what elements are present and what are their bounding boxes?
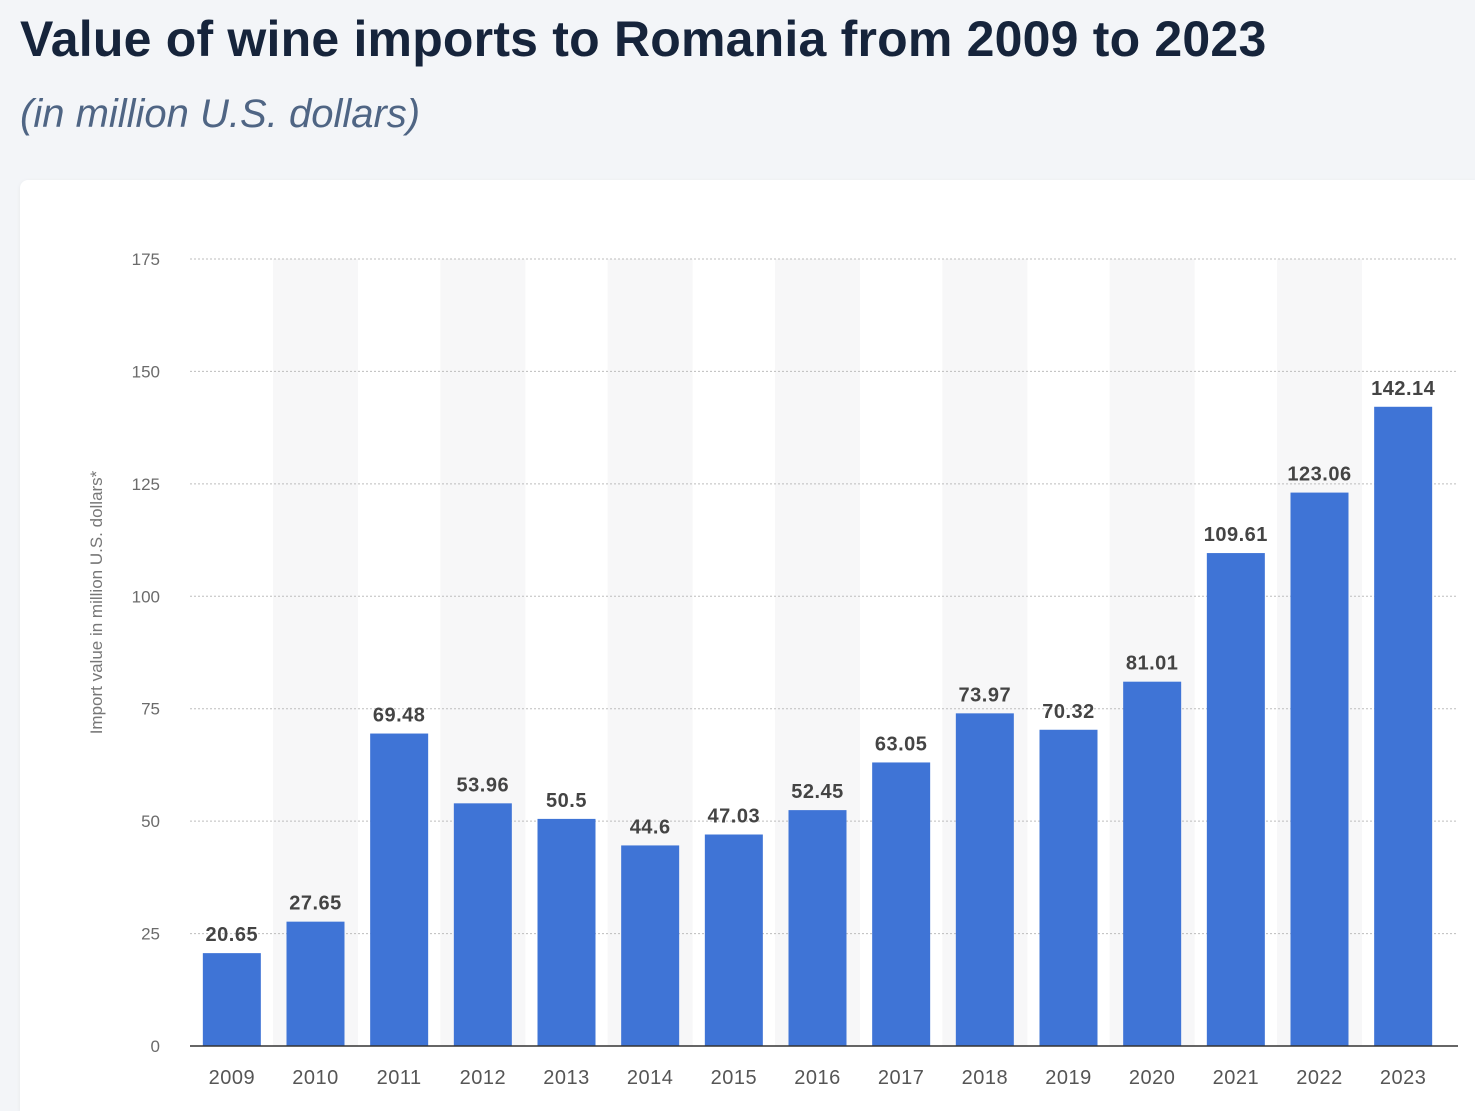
bar-2011 <box>370 733 429 1046</box>
y-tick-label: 175 <box>132 250 160 269</box>
y-tick-label: 0 <box>151 1037 160 1056</box>
bar-chart: 0 25 50 75 100 125 150 175 20.65 27.65 69.48 53.96… <box>87 250 1458 1089</box>
x-axis-labels: 2009 2010 2011 2012 2013 2014 2015 2016 2017 2018… <box>209 1067 1427 1089</box>
x-tick-label: 2014 <box>627 1067 674 1089</box>
x-tick-label: 2020 <box>1129 1067 1176 1089</box>
bars <box>202 406 1433 1046</box>
value-label-2012: 53.96 <box>457 774 510 796</box>
value-label-2016: 52.45 <box>791 781 844 803</box>
x-tick-label: 2013 <box>543 1067 590 1089</box>
bar-2019 <box>1039 729 1098 1046</box>
bar-2020 <box>1123 681 1182 1046</box>
x-tick-label: 2022 <box>1296 1067 1343 1089</box>
x-tick-label: 2012 <box>460 1067 507 1089</box>
chart-subtitle: (in million U.S. dollars) <box>20 92 421 136</box>
bar-2021 <box>1206 553 1265 1046</box>
x-tick-label: 2015 <box>711 1067 758 1089</box>
x-tick-label: 2017 <box>878 1067 925 1089</box>
value-labels: 20.65 27.65 69.48 53.96 50.5 44.6 47.03 52.45 63… <box>206 378 1436 946</box>
x-tick-label: 2021 <box>1213 1067 1260 1089</box>
bar-2018 <box>955 713 1014 1046</box>
x-tick-label: 2009 <box>209 1067 256 1089</box>
y-tick-label: 25 <box>141 925 160 944</box>
bar-2010 <box>286 921 345 1046</box>
category-band <box>273 259 358 1046</box>
y-tick-label: 50 <box>141 812 160 831</box>
chart-title: Value of wine imports to Romania from 20… <box>20 11 1267 67</box>
chart-card: 0 25 50 75 100 125 150 175 20.65 27.65 69.48 53.96… <box>20 180 1475 1111</box>
x-tick-label: 2018 <box>962 1067 1009 1089</box>
bar-2016 <box>788 810 847 1046</box>
y-axis-ticks: 0 25 50 75 100 125 150 175 <box>132 250 160 1056</box>
y-tick-label: 150 <box>132 362 160 381</box>
value-label-2011: 69.48 <box>373 705 426 727</box>
x-tick-label: 2023 <box>1380 1067 1427 1089</box>
bar-2013 <box>537 818 596 1046</box>
bar-2023 <box>1374 406 1433 1046</box>
value-label-2019: 70.32 <box>1042 701 1095 723</box>
value-label-2013: 50.5 <box>546 790 587 812</box>
value-label-2014: 44.6 <box>630 816 671 838</box>
y-tick-label: 125 <box>132 475 160 494</box>
value-label-2021: 109.61 <box>1204 524 1268 546</box>
value-label-2017: 63.05 <box>875 733 928 755</box>
value-label-2015: 47.03 <box>708 805 761 827</box>
value-label-2020: 81.01 <box>1126 653 1179 675</box>
bar-2014 <box>621 845 680 1046</box>
y-axis-title: Import value in million U.S. dollars* <box>87 470 106 734</box>
y-tick-label: 100 <box>132 587 160 606</box>
y-tick-label: 75 <box>141 700 160 719</box>
value-label-2009: 20.65 <box>206 924 259 946</box>
x-tick-label: 2019 <box>1045 1067 1092 1089</box>
bar-2015 <box>704 834 763 1046</box>
value-label-2010: 27.65 <box>289 893 342 915</box>
value-label-2022: 123.06 <box>1287 464 1351 486</box>
bar-2022 <box>1290 492 1349 1046</box>
value-label-2018: 73.97 <box>959 684 1012 706</box>
value-label-2023: 142.14 <box>1371 378 1436 400</box>
bar-2009 <box>202 953 261 1046</box>
bar-2017 <box>872 762 931 1046</box>
x-tick-label: 2010 <box>292 1067 339 1089</box>
x-tick-label: 2016 <box>794 1067 841 1089</box>
x-tick-label: 2011 <box>377 1067 422 1089</box>
bar-2012 <box>453 803 512 1046</box>
